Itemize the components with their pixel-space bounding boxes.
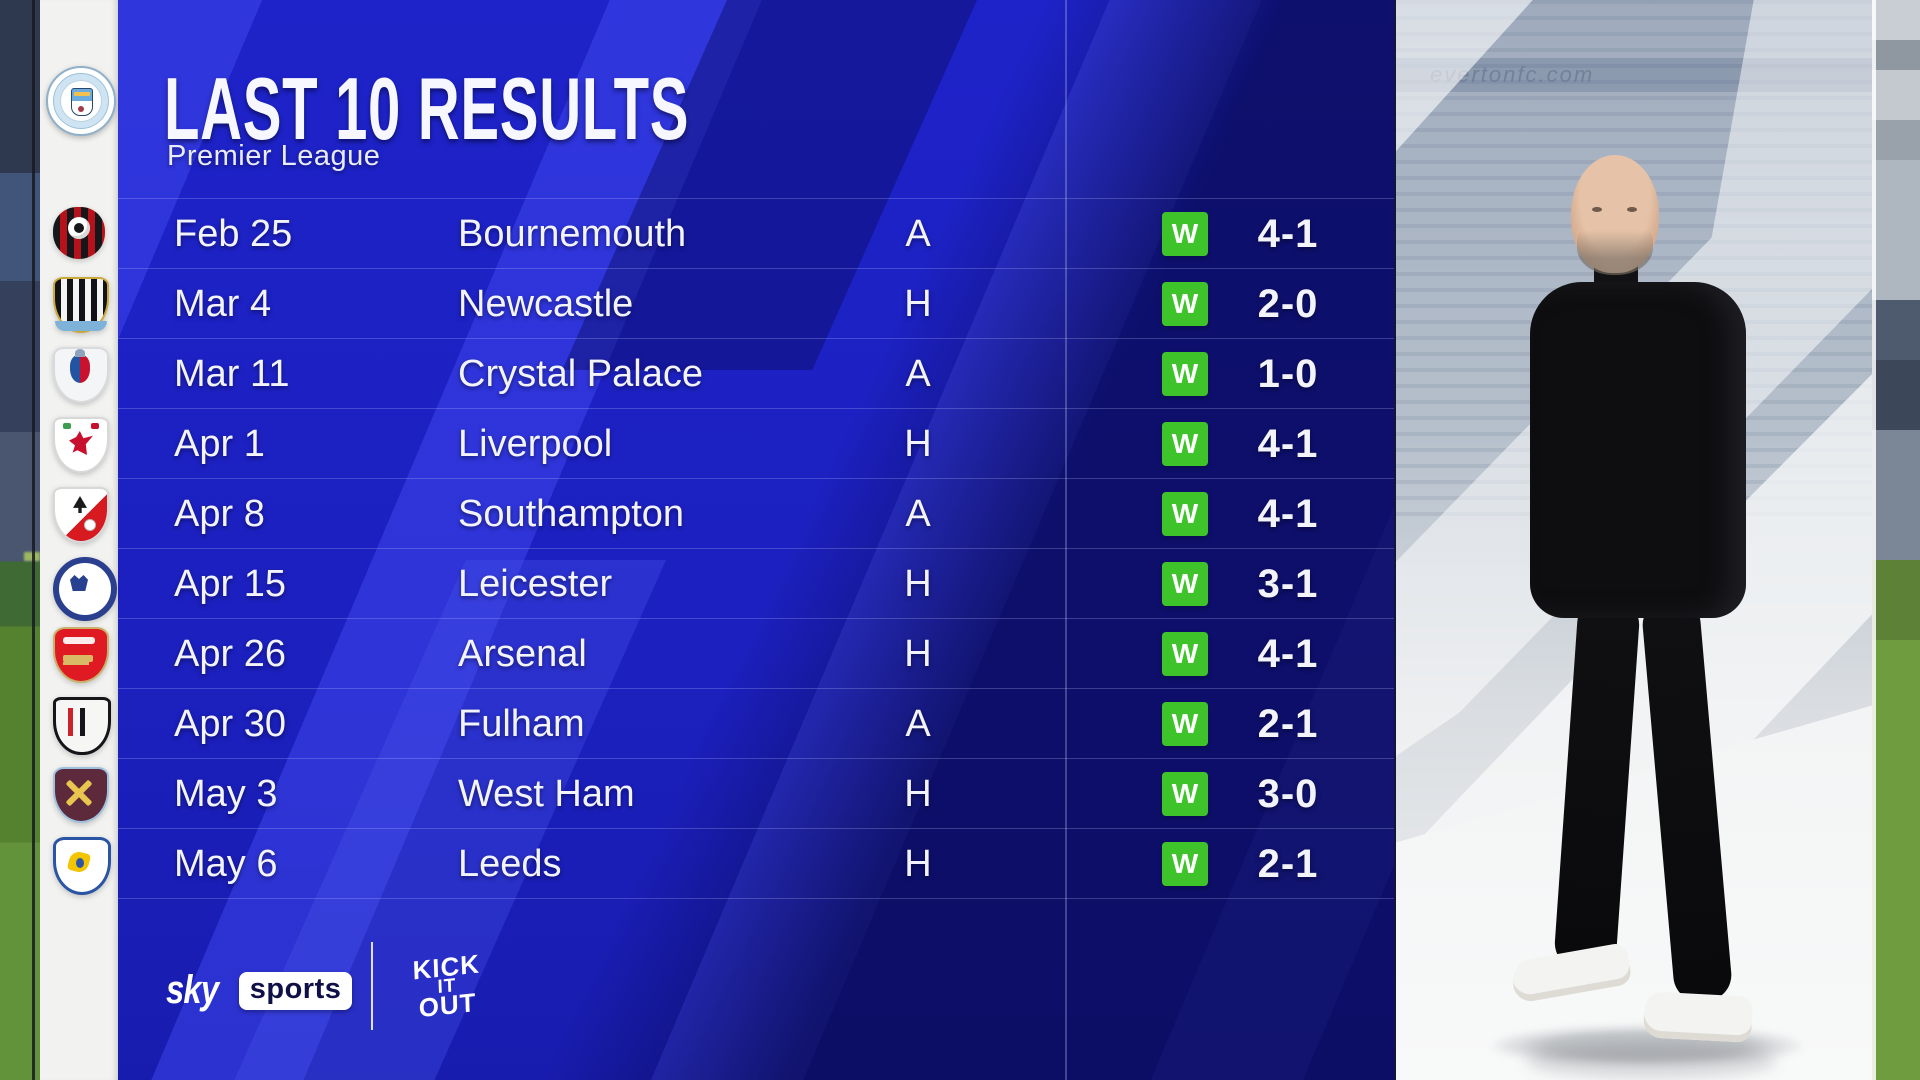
crystal-palace-crest <box>53 347 109 403</box>
match-date: May 6 <box>174 843 278 885</box>
competition-subtitle: Premier League <box>167 140 381 172</box>
match-date: Apr 30 <box>174 703 286 745</box>
liverpool-crest <box>53 417 109 473</box>
opponent-name: Newcastle <box>458 283 634 325</box>
match-score: 1-0 <box>1257 352 1319 396</box>
manchester-city-crest <box>46 66 116 136</box>
sky-wordmark: sky <box>166 968 219 1012</box>
match-score: 4-1 <box>1257 212 1319 256</box>
win-badge: W <box>1162 352 1208 396</box>
leeds-crest <box>53 837 111 895</box>
win-badge: W <box>1162 772 1208 816</box>
manager-figure <box>1396 0 1920 1080</box>
match-score: 2-1 <box>1257 842 1319 886</box>
floor-reflection <box>1526 1044 1776 1078</box>
opponent-name: Arsenal <box>458 633 587 675</box>
opponent-name: Fulham <box>458 703 585 745</box>
kick-it-out-line3: OUT <box>418 986 477 1024</box>
result-row: May 3 West Ham H W 3-0 <box>118 758 1394 829</box>
result-row: Apr 15 Leicester H W 3-1 <box>118 548 1394 619</box>
manager-head <box>1571 155 1659 275</box>
opponent-name: West Ham <box>458 773 635 815</box>
match-score: 4-1 <box>1257 632 1319 676</box>
result-row: Apr 8 Southampton A W 4-1 <box>118 478 1394 549</box>
match-date: Mar 4 <box>174 283 272 325</box>
sky-sports-logo: sky sports <box>166 968 353 1013</box>
match-date: Apr 1 <box>174 423 265 465</box>
bournemouth-crest <box>53 207 105 259</box>
venue-indicator: H <box>904 843 932 885</box>
match-date: Apr 26 <box>174 633 286 675</box>
match-date: Apr 8 <box>174 493 265 535</box>
result-row: Mar 4 Newcastle H W 2-0 <box>118 268 1394 339</box>
match-score: 3-0 <box>1257 772 1319 816</box>
venue-indicator: A <box>905 493 931 535</box>
column-divider <box>1065 0 1067 1080</box>
arsenal-crest <box>53 627 109 683</box>
venue-indicator: H <box>904 283 932 325</box>
video-edge-right <box>1872 0 1920 1080</box>
results-board: LAST 10 RESULTS Premier League Feb 25 Bo… <box>118 0 1394 1080</box>
manager-leg <box>1553 596 1641 972</box>
video-edge-left <box>0 0 40 1080</box>
venue-indicator: H <box>904 633 932 675</box>
venue-indicator: A <box>905 213 931 255</box>
venue-indicator: H <box>904 563 932 605</box>
newcastle-crest <box>53 277 109 333</box>
southampton-crest <box>53 487 109 543</box>
match-date: Feb 25 <box>174 213 293 255</box>
win-badge: W <box>1162 632 1208 676</box>
leicester-crest <box>53 557 117 621</box>
venue-indicator: A <box>905 353 931 395</box>
match-score: 2-0 <box>1257 282 1319 326</box>
manager-leg <box>1640 596 1734 1004</box>
result-row: Apr 30 Fulham A W 2-1 <box>118 688 1394 759</box>
win-badge: W <box>1162 702 1208 746</box>
venue-indicator: H <box>904 773 932 815</box>
west-ham-crest <box>53 767 109 823</box>
win-badge: W <box>1162 842 1208 886</box>
manager-shoe <box>1642 991 1754 1043</box>
opponent-name: Southampton <box>458 493 685 535</box>
manager-photo-panel: evertonfc.com <box>1394 0 1920 1080</box>
opponent-name: Leicester <box>458 563 613 605</box>
result-row: Feb 25 Bournemouth A W 4-1 <box>118 198 1394 269</box>
match-date: Apr 15 <box>174 563 286 605</box>
match-score: 3-1 <box>1257 562 1319 606</box>
venue-indicator: A <box>905 703 931 745</box>
opponent-name: Leeds <box>458 843 562 885</box>
opponent-name: Crystal Palace <box>458 353 703 395</box>
win-badge: W <box>1162 492 1208 536</box>
opponent-name: Liverpool <box>458 423 613 465</box>
match-date: May 3 <box>174 773 278 815</box>
match-date: Mar 11 <box>174 353 290 395</box>
match-score: 4-1 <box>1257 492 1319 536</box>
fulham-crest <box>53 697 111 755</box>
win-badge: W <box>1162 562 1208 606</box>
sports-wordmark: sports <box>249 972 342 1005</box>
match-score: 2-1 <box>1257 702 1319 746</box>
result-row: May 6 Leeds H W 2-1 <box>118 828 1394 899</box>
crest-shield <box>71 88 93 116</box>
win-badge: W <box>1162 282 1208 326</box>
win-badge: W <box>1162 422 1208 466</box>
win-badge: W <box>1162 212 1208 256</box>
sports-wordmark-box: sports <box>238 971 353 1010</box>
result-row: Apr 1 Liverpool H W 4-1 <box>118 408 1394 479</box>
manager-shoe <box>1509 942 1633 1004</box>
page-title: LAST 10 RESULTS <box>164 59 690 158</box>
video-edge-line <box>32 0 35 1080</box>
manager-torso <box>1530 282 1746 618</box>
table-bottom-line <box>118 898 1394 899</box>
kick-it-out-logo: KICK IT OUT <box>401 937 494 1037</box>
opponent-name: Bournemouth <box>458 213 687 255</box>
match-score: 4-1 <box>1257 422 1319 466</box>
team-crest-rail <box>40 0 118 1080</box>
logo-divider <box>371 942 373 1030</box>
footer-logos: sky sports KICK IT OUT <box>118 930 1065 1050</box>
result-row: Mar 11 Crystal Palace A W 1-0 <box>118 338 1394 409</box>
venue-indicator: H <box>904 423 932 465</box>
result-row: Apr 26 Arsenal H W 4-1 <box>118 618 1394 689</box>
